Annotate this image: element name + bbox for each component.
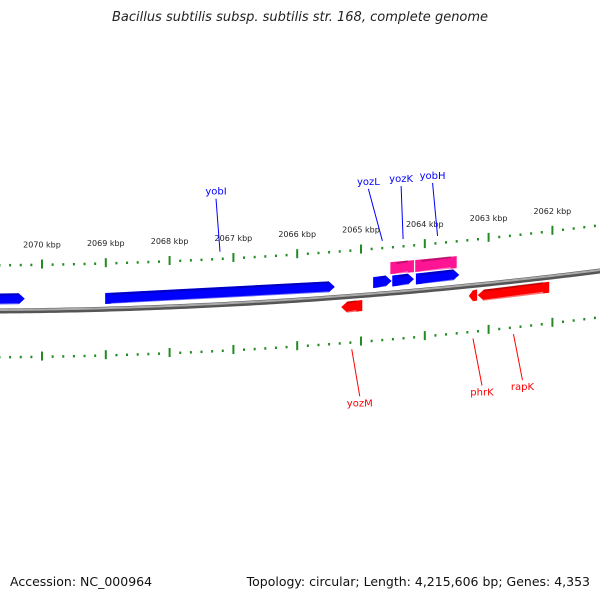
tick-label: 2063 kbp [470,214,508,223]
tick-label: 2069 kbp [87,239,125,248]
backbone-highlight [0,268,600,312]
gene-highlight [421,279,454,286]
genome-summary: Topology: circular; Length: 4,215,606 bp… [246,574,590,589]
gene-arrow [392,273,414,287]
gene-arrow [415,256,457,273]
accession-label: Accession: NC_000964 [10,574,153,589]
gene-shade [421,256,451,263]
gene-label-leader [351,349,361,397]
gene-highlight [347,309,357,314]
gene-yozL[interactable]: yozL [357,177,392,290]
gene-highlight [111,291,329,306]
gene-label: rapK [511,382,535,393]
tick-label: 2064 kbp [406,220,444,229]
gene-shade [421,269,454,276]
tick-label: 2062 kbp [534,207,572,216]
gene-highlight [421,267,451,274]
map-title: Bacillus subtilis subsp. subtilis str. 1… [111,10,489,25]
gene-label: yozK [389,174,413,185]
tick-label: 2067 kbp [215,234,253,243]
gene-arrow [105,281,335,305]
gene-arrow [468,289,478,302]
gene-phrK[interactable]: phrK [468,289,494,399]
gene-shade [111,281,329,296]
gene-label-leader [512,334,523,381]
tick-label: 2065 kbp [342,226,380,235]
gene-yozK[interactable]: yozK [389,174,414,288]
gene-shade [483,281,544,292]
gene-highlight [398,283,409,288]
gene-arrow [0,293,25,305]
gene-yobH[interactable]: yobH [415,171,460,286]
gene-feature[interactable] [0,293,25,306]
tick-label: 2066 kbp [278,230,316,239]
gene-label: yozM [347,398,373,409]
gene-label-leader [400,186,404,240]
tick-label: 2068 kbp [151,237,189,246]
gene-label-leader [472,338,483,386]
gene-label: phrK [470,387,494,398]
gene-label: yobH [420,171,446,182]
gene-arrow [373,275,392,289]
tick-label: 2070 kbp [23,241,61,250]
gene-highlight [396,271,409,276]
gene-label-leader [215,198,221,252]
gene-highlight [378,285,386,290]
gene-highlight [483,291,544,302]
gene-arrow [415,269,460,285]
gene-feature[interactable] [390,260,414,276]
gene-yobI[interactable]: yobI [105,187,335,306]
gene-label-leader [432,182,439,236]
gene-label: yozL [357,177,380,188]
gene-arrow [390,260,414,275]
gene-rapK[interactable]: rapK [477,281,550,393]
gene-label: yobI [205,187,226,198]
gene-feature[interactable] [415,256,457,274]
gene-label-leader [367,188,383,241]
gene-shade [378,275,386,280]
gene-shade [396,260,409,265]
gene-shade [398,273,409,278]
gene-arrow [477,281,550,301]
gene-arrow [341,299,363,313]
gene-shade [347,299,357,304]
gene-yozM[interactable]: yozM [341,299,373,409]
